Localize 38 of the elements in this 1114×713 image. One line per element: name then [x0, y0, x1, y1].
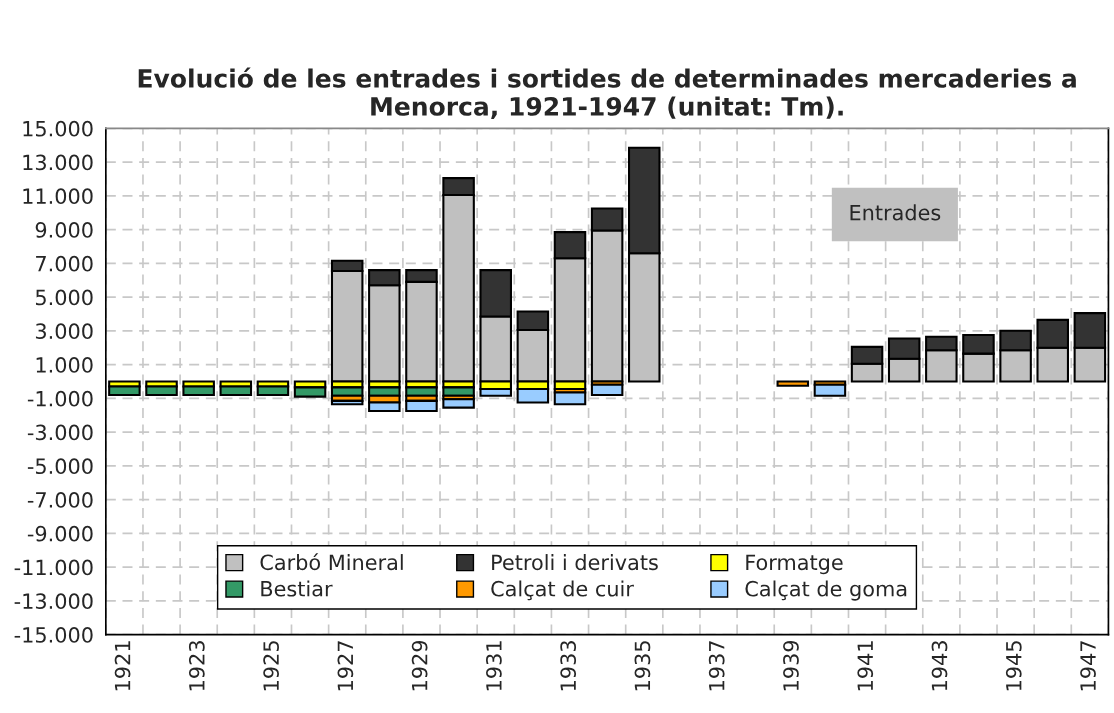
- y-tick-label: 13.000: [23, 154, 93, 171]
- y-tick-label: -5.000: [27, 458, 93, 475]
- x-tick-label: 1945: [1005, 641, 1022, 691]
- x-tick-label: 1947: [1080, 641, 1096, 691]
- legend-label: Petroli i derivats: [492, 554, 658, 571]
- y-tick-label: 11.000: [23, 188, 93, 205]
- x-tick-label: 1931: [486, 641, 502, 691]
- legend-label: Formatge: [746, 554, 843, 575]
- y-tick-label: 9.000: [35, 222, 93, 238]
- x-tick-label: 1933: [560, 641, 577, 691]
- legend-label: Bestiar: [261, 580, 333, 597]
- legend-label: Calçat de cuir: [491, 580, 634, 601]
- x-tick-label: 1921: [114, 641, 131, 691]
- x-tick-label: 1927: [337, 641, 354, 691]
- x-tick-label: 1923: [188, 641, 205, 691]
- y-tick-label: -13.000: [14, 593, 93, 610]
- annotation: Entrades: [850, 204, 941, 221]
- y-tick-label: 1.000: [36, 357, 93, 373]
- x-tick-label: 1939: [783, 640, 799, 691]
- x-tick-label: 1935: [634, 641, 651, 691]
- y-tick-label: -3.000: [27, 424, 93, 441]
- x-tick-label: 1925: [263, 641, 279, 691]
- y-tick-label: 5.000: [35, 289, 93, 306]
- x-tick-label: 1943: [931, 641, 948, 691]
- x-tick-label: 1929: [411, 640, 428, 691]
- y-tick-label: -1.000: [27, 390, 93, 407]
- legend-label: Calçat de goma: [745, 580, 907, 601]
- y-tick-label: -7.000: [27, 492, 93, 508]
- y-tick-label: -11.000: [14, 559, 93, 576]
- y-tick-label: 7.000: [36, 255, 93, 272]
- y-tick-label: 15.000: [23, 120, 93, 137]
- y-tick-label: -9.000: [27, 525, 93, 542]
- chart-title: Evolució de les entrades i sortides de determinades mercaderies a Menorca, 1921-1947 (unitat: Tm).: [138, 67, 1076, 120]
- legend-label: Carbó Mineral: [260, 553, 403, 571]
- x-tick-label: 1941: [857, 641, 874, 691]
- y-tick-label: -15.000: [14, 627, 93, 643]
- y-tick-label: 3.000: [35, 323, 93, 340]
- x-tick-label: 1937: [708, 641, 725, 691]
